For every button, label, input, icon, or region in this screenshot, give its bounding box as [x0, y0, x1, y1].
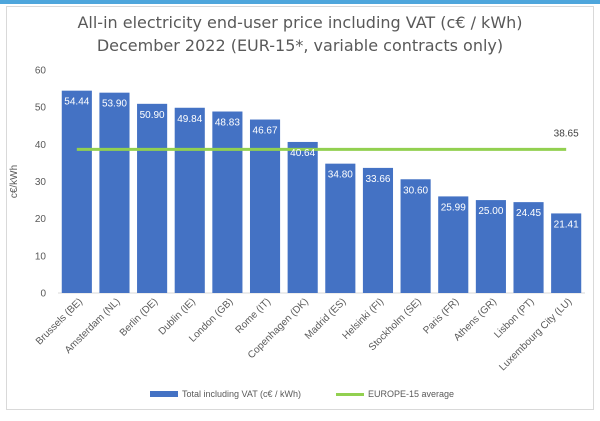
- bar: [513, 202, 544, 293]
- bar: [400, 179, 431, 293]
- bar: [212, 111, 243, 293]
- bar: [287, 141, 318, 293]
- y-axis-title: c€/kWh: [9, 165, 20, 198]
- y-tick-label: 10: [35, 251, 47, 262]
- bar-value-label: 40.64: [290, 148, 315, 159]
- bar-value-label: 48.83: [215, 118, 240, 129]
- y-tick-label: 20: [35, 214, 47, 225]
- x-tick-label: Luxembourg City (LU): [497, 296, 574, 373]
- top-accent-bar: [0, 0, 600, 4]
- bar: [362, 167, 394, 293]
- legend-item-average: EUROPE-15 average: [336, 389, 454, 399]
- y-tick-label: 30: [35, 177, 47, 188]
- bar: [174, 107, 205, 294]
- bar: [137, 103, 168, 294]
- x-tick-label: Rome (IT): [234, 296, 274, 336]
- bar-value-label: 50.90: [140, 110, 165, 121]
- x-tick-label: Berlin (DE): [118, 296, 160, 338]
- legend-swatch-bar: [150, 391, 178, 397]
- legend-swatch-line: [336, 392, 364, 396]
- bar-value-label: 21.41: [554, 219, 579, 230]
- bar: [438, 196, 469, 293]
- legend-label-average: EUROPE-15 average: [368, 389, 455, 399]
- x-tick-label: Paris (FR): [421, 296, 461, 336]
- y-tick-label: 0: [40, 289, 46, 300]
- bar-value-label: 46.67: [253, 126, 278, 137]
- chart-title: All-in electricity end-user price includ…: [77, 13, 523, 32]
- average-value-label: 38.65: [554, 128, 579, 139]
- bar: [99, 92, 130, 294]
- bar-value-label: 53.90: [102, 99, 127, 110]
- bar: [249, 119, 281, 293]
- bar-value-label: 25.99: [441, 202, 466, 213]
- chart-subtitle: December 2022 (EUR-15*, variable contrac…: [96, 36, 504, 55]
- bar: [551, 213, 582, 293]
- bar: [61, 90, 92, 293]
- y-tick-label: 40: [35, 140, 47, 151]
- legend-item-total: Total including VAT (c€ / kWh): [150, 389, 301, 399]
- bar: [325, 163, 356, 293]
- bar-value-label: 54.44: [64, 97, 89, 108]
- bar-value-label: 34.80: [328, 170, 353, 181]
- bar-value-label: 33.66: [365, 174, 390, 185]
- legend-label-total: Total including VAT (c€ / kWh): [182, 389, 302, 399]
- bar-value-label: 49.84: [177, 114, 202, 125]
- y-tick-label: 50: [35, 103, 47, 114]
- bar: [475, 200, 506, 293]
- y-tick-label: 60: [35, 66, 47, 77]
- bar-value-label: 25.00: [478, 206, 503, 217]
- bar-value-label: 30.60: [403, 185, 428, 196]
- bar-value-label: 24.45: [516, 208, 541, 219]
